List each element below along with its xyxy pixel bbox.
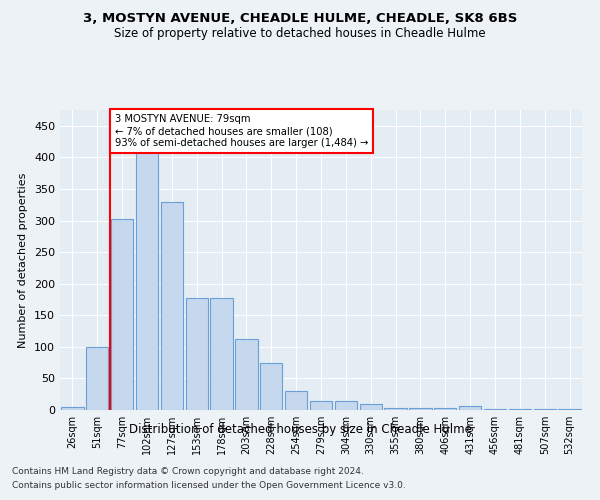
Bar — [260, 362, 283, 410]
Bar — [235, 340, 257, 410]
Bar — [559, 408, 581, 410]
Bar — [285, 391, 307, 410]
Text: Distribution of detached houses by size in Cheadle Hulme: Distribution of detached houses by size … — [128, 422, 472, 436]
Bar — [136, 148, 158, 410]
Text: 3 MOSTYN AVENUE: 79sqm
← 7% of detached houses are smaller (108)
93% of semi-det: 3 MOSTYN AVENUE: 79sqm ← 7% of detached … — [115, 114, 368, 148]
Bar — [459, 406, 481, 410]
Bar — [61, 407, 83, 410]
Bar — [185, 298, 208, 410]
Text: Contains HM Land Registry data © Crown copyright and database right 2024.: Contains HM Land Registry data © Crown c… — [12, 468, 364, 476]
Bar — [310, 400, 332, 410]
Bar — [86, 347, 109, 410]
Bar — [111, 220, 133, 410]
Text: Size of property relative to detached houses in Cheadle Hulme: Size of property relative to detached ho… — [114, 28, 486, 40]
Y-axis label: Number of detached properties: Number of detached properties — [19, 172, 28, 348]
Bar — [434, 408, 457, 410]
Bar — [335, 400, 357, 410]
Bar — [359, 404, 382, 410]
Text: Contains public sector information licensed under the Open Government Licence v3: Contains public sector information licen… — [12, 481, 406, 490]
Bar — [161, 202, 183, 410]
Bar — [211, 298, 233, 410]
Bar — [509, 408, 531, 410]
Bar — [385, 408, 407, 410]
Bar — [409, 408, 431, 410]
Text: 3, MOSTYN AVENUE, CHEADLE HULME, CHEADLE, SK8 6BS: 3, MOSTYN AVENUE, CHEADLE HULME, CHEADLE… — [83, 12, 517, 26]
